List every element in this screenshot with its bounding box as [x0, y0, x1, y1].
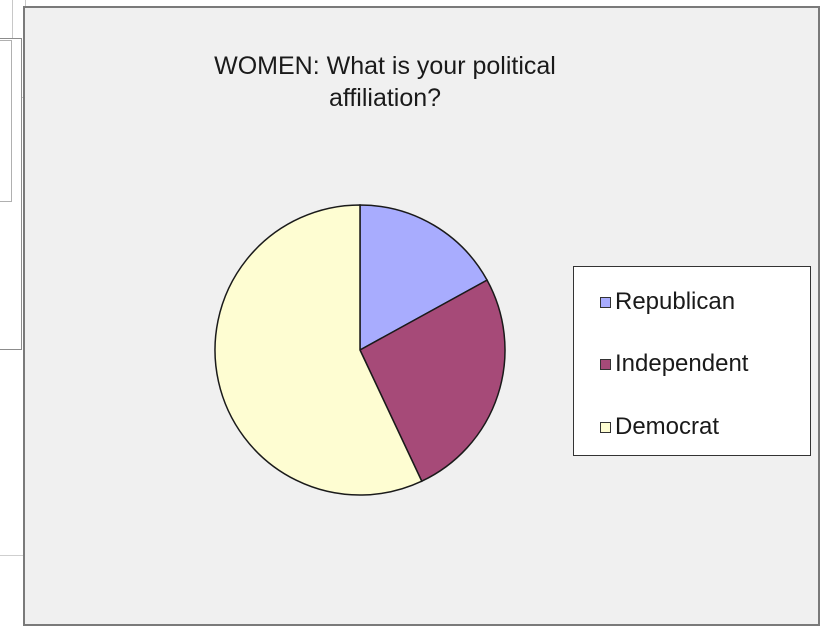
- chart-legend: Republican Independent Democrat: [573, 266, 811, 456]
- legend-item-democrat: Democrat: [600, 412, 719, 442]
- legend-item-independent: Independent: [600, 349, 748, 379]
- pie-slice-independent: [359, 279, 506, 483]
- pie-chart: [214, 204, 506, 496]
- legend-swatch-independent: [600, 358, 611, 370]
- legend-swatch-republican: [600, 296, 611, 308]
- background-divider: [0, 555, 24, 556]
- pie-slice-republican: [359, 204, 489, 352]
- pie-slice-democrat: [214, 204, 423, 496]
- legend-label-democrat: Democrat: [615, 413, 720, 440]
- legend-swatch-democrat: [600, 421, 611, 433]
- legend-label-republican: Republican: [615, 288, 736, 315]
- legend-item-republican: Republican: [600, 287, 735, 317]
- legend-label-independent: Independent: [615, 350, 749, 377]
- chart-panel[interactable]: WOMEN: What is your political affiliatio…: [23, 6, 820, 626]
- chart-title: WOMEN: What is your political affiliatio…: [214, 52, 556, 112]
- background-window-frame: [0, 40, 12, 202]
